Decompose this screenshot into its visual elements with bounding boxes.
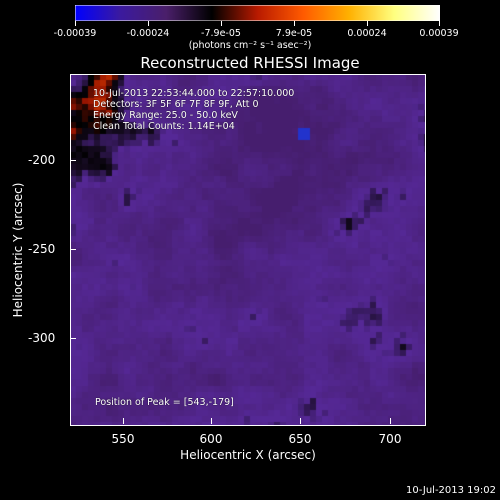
colorbar-tick	[367, 21, 368, 26]
colorbar-tick-label: -0.00039	[53, 28, 97, 39]
y-tick-mark	[70, 338, 76, 339]
colorbar	[75, 5, 440, 21]
y-tick-label: -200	[28, 153, 56, 167]
y-tick-mark	[70, 249, 76, 250]
x-tick-label: 600	[199, 432, 223, 446]
x-axis-label: Heliocentric X (arcsec)	[180, 448, 316, 462]
annotation-method-counts: Clean Total Counts: 1.14E+04	[93, 121, 235, 132]
y-tick-label: -300	[28, 331, 56, 345]
colorbar-tick	[439, 21, 440, 26]
colorbar-tick-label: -7.9e-05	[201, 28, 241, 39]
colorbar-units: (photons cm⁻² s⁻¹ asec⁻²)	[188, 40, 312, 51]
x-tick-mark	[123, 418, 124, 424]
y-tick-mark	[70, 160, 76, 161]
colorbar-tick	[221, 21, 222, 26]
x-tick-mark	[300, 418, 301, 424]
chart-title: Reconstructed RHESSI Image	[140, 54, 360, 72]
y-tick-label: -250	[28, 242, 56, 256]
y-axis-label: Heliocentric Y (arcsec)	[11, 182, 25, 318]
colorbar-tick-label: 0.00024	[347, 28, 387, 39]
x-tick-mark	[211, 418, 212, 424]
x-tick-label: 700	[378, 432, 402, 446]
annotation-detectors: Detectors: 3F 5F 6F 7F 8F 9F, Att 0	[93, 99, 259, 110]
colorbar-tick-label: 0.00039	[419, 28, 459, 39]
heatmap-image	[70, 74, 426, 426]
annotation-peak-position: Position of Peak = [543,-179]	[95, 397, 234, 408]
colorbar-tick-label: 7.9e-05	[275, 28, 313, 39]
x-tick-mark	[390, 418, 391, 424]
annotation-energy-range: Energy Range: 25.0 - 50.0 keV	[93, 110, 238, 121]
annotation-time-range: 10-Jul-2013 22:53:44.000 to 22:57:10.000	[93, 88, 295, 99]
colorbar-tick	[148, 21, 149, 26]
x-tick-label: 550	[111, 432, 135, 446]
x-tick-label: 650	[288, 432, 312, 446]
colorbar-tick-label: -0.00024	[126, 28, 170, 39]
timestamp: 10-Jul-2013 19:02	[405, 485, 496, 496]
colorbar-tick	[75, 21, 76, 26]
colorbar-tick	[294, 21, 295, 26]
